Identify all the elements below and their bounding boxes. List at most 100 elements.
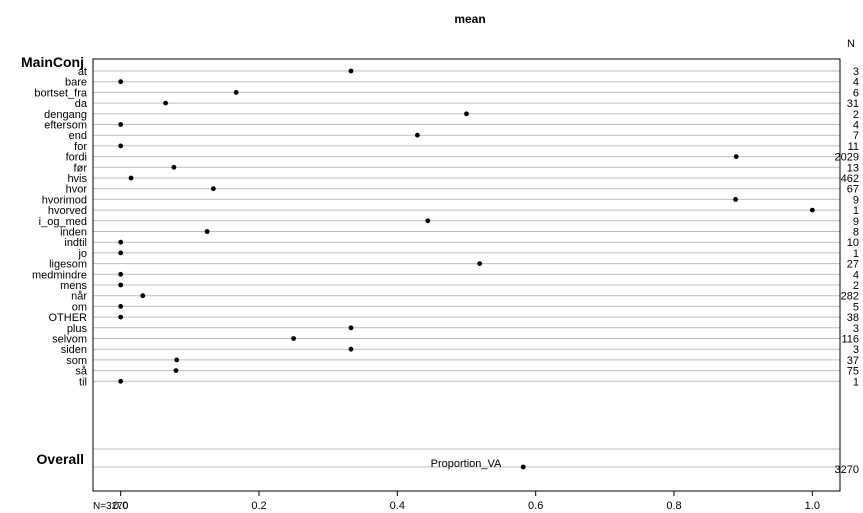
data-point	[128, 175, 134, 181]
data-point	[118, 79, 124, 85]
data-point	[348, 346, 354, 352]
data-point	[163, 100, 169, 106]
data-point	[118, 282, 124, 288]
category-label: så	[75, 366, 88, 378]
x-tick-label: 0.4	[390, 500, 405, 512]
x-tick-label: 1.0	[805, 500, 820, 512]
category-label: mens	[60, 280, 87, 292]
n-value: 282	[841, 291, 859, 303]
n-value: 13	[847, 162, 859, 174]
category-label: eftersom	[44, 120, 87, 132]
data-point	[171, 164, 177, 170]
data-point	[140, 293, 146, 299]
data-point	[733, 154, 739, 160]
plot-frame	[92, 58, 841, 492]
n-value: 2	[853, 280, 859, 292]
data-point	[118, 304, 124, 309]
data-point	[118, 143, 124, 149]
category-label: hvorimod	[42, 194, 87, 206]
category-label: om	[72, 301, 87, 313]
overall-n-value: 3270	[835, 464, 859, 476]
data-point	[414, 132, 420, 138]
data-point	[233, 90, 239, 95]
category-label: da	[75, 98, 88, 110]
n-value: 31	[847, 98, 859, 110]
category-label: før	[74, 162, 88, 174]
data-point	[204, 229, 210, 234]
category-label: hvorved	[48, 205, 87, 217]
x-tick-label: 0.2	[251, 500, 266, 512]
n-value: 1	[853, 248, 859, 260]
n-value: 4	[853, 120, 859, 132]
n-value: 7	[853, 130, 859, 142]
overall-data-point	[520, 464, 526, 470]
n-value: 8	[853, 227, 859, 239]
category-label: når	[71, 291, 87, 303]
n-value: 9	[853, 194, 859, 206]
n-value: 4	[853, 77, 859, 89]
data-point	[118, 378, 124, 384]
category-label: i_og_med	[39, 216, 87, 228]
category-label: medmindre	[32, 269, 87, 281]
n-value: 3	[853, 344, 859, 356]
x-tick-label: 0.6	[528, 500, 543, 512]
group-label-overall: Overall	[37, 451, 84, 467]
category-label: siden	[61, 344, 87, 356]
category-label: at	[78, 66, 87, 78]
category-label: som	[66, 355, 87, 367]
n-value: 37	[847, 355, 859, 367]
data-point	[118, 239, 124, 245]
x-tick-label: 0.0	[113, 500, 128, 512]
category-label: dengang	[44, 109, 87, 121]
category-label: hvor	[66, 184, 88, 196]
data-point	[348, 325, 354, 331]
n-value: 11	[848, 141, 859, 153]
category-label: jo	[77, 248, 87, 260]
category-label: indtil	[64, 237, 87, 249]
data-point	[118, 271, 124, 277]
category-label: plus	[67, 323, 88, 335]
x-axis-label: Proportion_VA	[431, 458, 502, 470]
category-label: ligesom	[49, 259, 87, 271]
data-point	[174, 357, 180, 363]
data-point	[477, 261, 483, 266]
category-label: hvis	[67, 173, 87, 185]
n-value: 116	[841, 334, 859, 346]
n-value: 462	[841, 173, 859, 185]
data-point	[291, 336, 296, 341]
x-tick-label: 0.8	[666, 500, 681, 512]
data-point	[733, 197, 738, 202]
data-point	[118, 122, 124, 127]
n-value: 9	[853, 216, 859, 228]
category-label: fordi	[66, 152, 87, 164]
category-label: OTHER	[49, 312, 88, 324]
data-point	[348, 68, 354, 74]
data-point	[425, 218, 431, 224]
n-value: 10	[847, 237, 859, 249]
data-point	[173, 368, 179, 373]
category-label: inden	[60, 227, 87, 239]
chart-title: mean	[454, 12, 485, 26]
data-point	[118, 314, 124, 320]
n-value: 3	[853, 66, 859, 78]
data-point	[464, 111, 469, 117]
category-label: til	[79, 376, 87, 388]
n-value: 2029	[835, 152, 859, 164]
n-value: 38	[847, 312, 859, 324]
n-value: 2	[853, 109, 859, 121]
category-label: selvom	[52, 334, 87, 346]
category-label: end	[69, 130, 87, 142]
group-label-mainconj: MainConj	[21, 54, 84, 70]
n-value: 67	[847, 184, 859, 196]
n-value: 5	[853, 301, 859, 313]
footnote: N=3270	[93, 501, 129, 512]
n-value: 1	[853, 376, 859, 388]
category-label: bortset_fra	[34, 87, 87, 99]
n-value: 4	[853, 269, 859, 281]
n-value: 6	[853, 87, 859, 99]
data-point	[809, 207, 815, 213]
n-value: 1	[853, 205, 859, 217]
category-label: for	[74, 141, 87, 153]
n-value: 27	[847, 259, 859, 271]
